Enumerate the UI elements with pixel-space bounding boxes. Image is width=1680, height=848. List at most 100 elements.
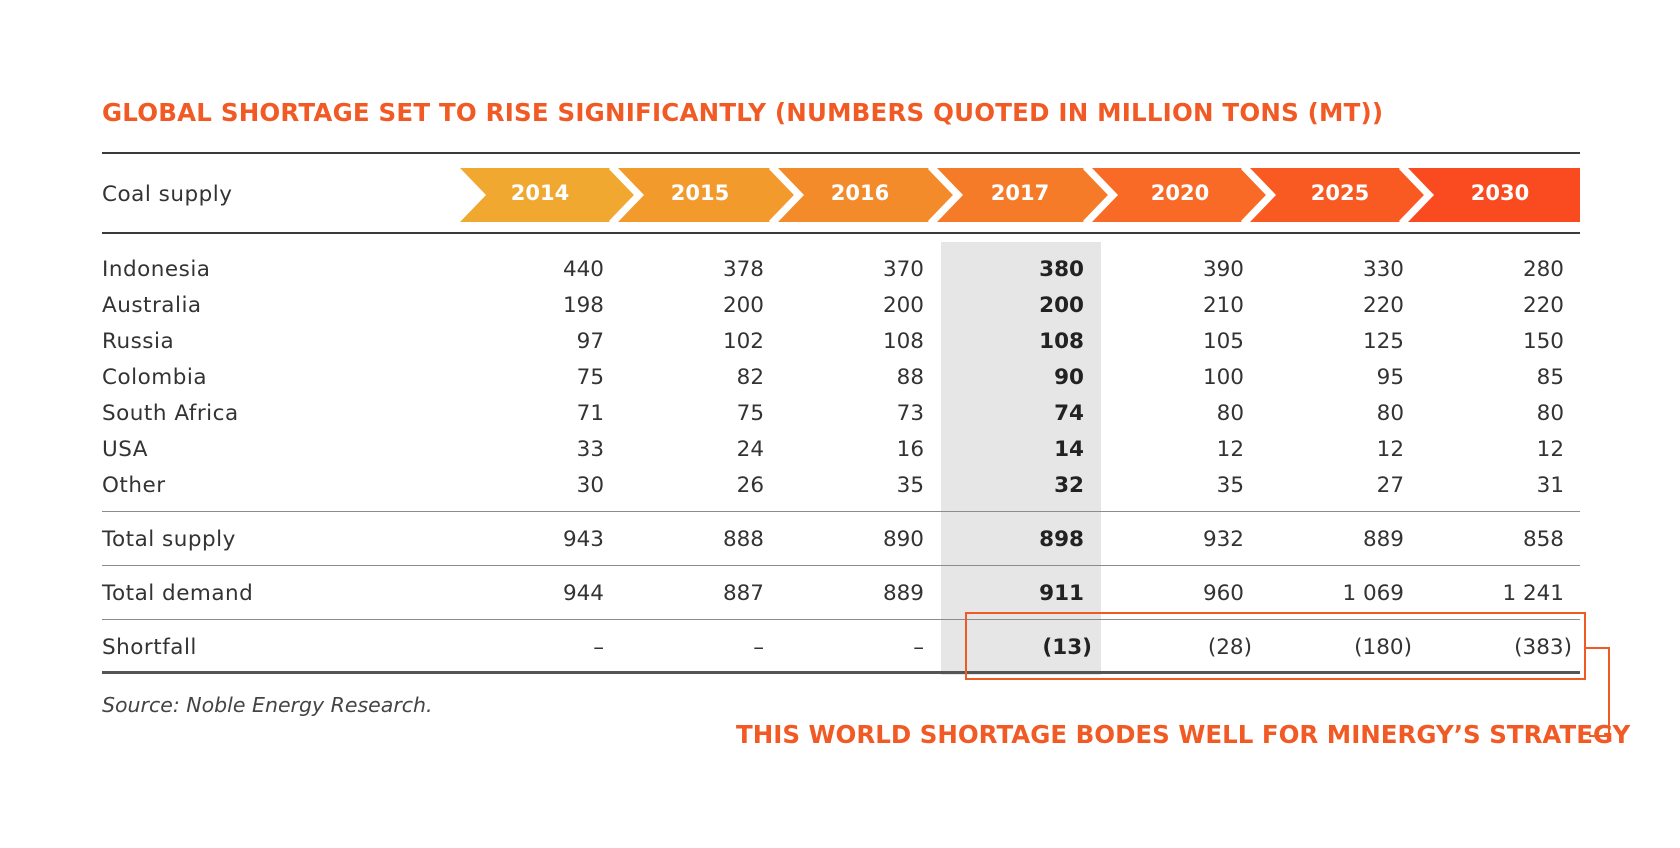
- cell-other-2014: 30: [576, 473, 604, 498]
- callout-connector-vertical: [1608, 647, 1610, 737]
- callout-connector: [1586, 647, 1610, 649]
- cell-russia-2017: 108: [1039, 329, 1084, 354]
- cell-south-africa-2017: 74: [1054, 401, 1084, 426]
- chevron-edge-2020: [1240, 166, 1271, 224]
- cell-colombia-2014: 75: [576, 365, 604, 390]
- chevron-2014: [460, 168, 636, 222]
- row-label-total-demand: Total demand: [102, 581, 254, 606]
- cell-total-supply-2017: 898: [1039, 527, 1084, 552]
- cell-total-demand-2016: 889: [882, 581, 924, 606]
- cell-usa-2030: 12: [1536, 437, 1564, 462]
- cell-total-supply-2016: 890: [882, 527, 924, 552]
- cell-other-2025: 27: [1376, 473, 1404, 498]
- highlight-column-2017: [941, 242, 1101, 675]
- cell-australia-2025: 220: [1362, 293, 1404, 318]
- cell-other-2020: 35: [1216, 473, 1244, 498]
- cell-total-supply-2030: 858: [1522, 527, 1564, 552]
- cell-total-demand-2017: 911: [1039, 581, 1084, 606]
- bottom-rule: [102, 671, 1580, 674]
- cell-south-africa-2020: 80: [1216, 401, 1244, 426]
- year-label-2020: 2020: [1150, 181, 1210, 205]
- row-label-indonesia: Indonesia: [102, 257, 211, 282]
- chevron-edge-2016: [927, 166, 958, 224]
- coal-supply-header: Coal supply: [102, 182, 233, 207]
- cell-australia-2016: 200: [882, 293, 924, 318]
- cell-usa-2014: 33: [576, 437, 604, 462]
- row-label-australia: Australia: [102, 293, 202, 318]
- cell-total-demand-2014: 944: [562, 581, 604, 606]
- cell-total-demand-2015: 887: [722, 581, 764, 606]
- top-rule: [102, 152, 1580, 154]
- year-label-2014: 2014: [510, 181, 570, 205]
- cell-total-demand-2025: 1 069: [1342, 581, 1404, 606]
- cell-other-2015: 26: [736, 473, 764, 498]
- cell-russia-2030: 150: [1522, 329, 1564, 354]
- cell-shortfall-2016: –: [913, 635, 924, 660]
- cell-russia-2014: 97: [576, 329, 604, 354]
- shortfall-rule: [102, 619, 1580, 620]
- source-note: Source: Noble Energy Research.: [102, 693, 433, 717]
- cell-colombia-2015: 82: [736, 365, 764, 390]
- cell-australia-2030: 220: [1522, 293, 1564, 318]
- table-title: GLOBAL SHORTAGE SET TO RISE SIGNIFICANTL…: [102, 98, 1384, 127]
- cell-usa-2017: 14: [1054, 437, 1084, 462]
- year-label-2015: 2015: [670, 181, 730, 205]
- cell-colombia-2030: 85: [1536, 365, 1564, 390]
- year-label-2030: 2030: [1470, 181, 1530, 205]
- cell-shortfall-2020: (28): [1207, 635, 1252, 660]
- row-label-usa: USA: [102, 437, 148, 462]
- row-label-south-africa: South Africa: [102, 401, 239, 426]
- callout-connector-end: [1589, 735, 1610, 737]
- header-rule: [102, 232, 1580, 234]
- cell-total-demand-2020: 960: [1202, 581, 1244, 606]
- cell-total-supply-2014: 943: [562, 527, 604, 552]
- cell-other-2030: 31: [1536, 473, 1564, 498]
- cell-shortfall-2015: –: [753, 635, 764, 660]
- cell-other-2016: 35: [896, 473, 924, 498]
- cell-colombia-2016: 88: [896, 365, 924, 390]
- cell-total-supply-2020: 932: [1202, 527, 1244, 552]
- row-label-total-supply: Total supply: [102, 527, 236, 552]
- shortfall-callout-box: [965, 612, 1586, 680]
- cell-indonesia-2030: 280: [1522, 257, 1564, 282]
- chevron-edge-2025: [1398, 166, 1429, 224]
- cell-colombia-2020: 100: [1202, 365, 1244, 390]
- cell-south-africa-2014: 71: [576, 401, 604, 426]
- cell-russia-2025: 125: [1362, 329, 1404, 354]
- cell-colombia-2017: 90: [1054, 365, 1084, 390]
- cell-south-africa-2030: 80: [1536, 401, 1564, 426]
- cell-indonesia-2025: 330: [1362, 257, 1404, 282]
- year-label-2016: 2016: [830, 181, 890, 205]
- cell-south-africa-2016: 73: [896, 401, 924, 426]
- cell-indonesia-2020: 390: [1202, 257, 1244, 282]
- chevron-2016: [778, 168, 955, 222]
- demand-rule: [102, 565, 1580, 566]
- cell-indonesia-2016: 370: [882, 257, 924, 282]
- chevron-2025: [1250, 168, 1426, 222]
- chevron-edge-2017: [1082, 166, 1113, 224]
- chevron-edge-2014: [608, 166, 639, 224]
- row-label-other: Other: [102, 473, 166, 498]
- cell-usa-2020: 12: [1216, 437, 1244, 462]
- cell-usa-2025: 12: [1376, 437, 1404, 462]
- cell-russia-2016: 108: [882, 329, 924, 354]
- cell-australia-2014: 198: [562, 293, 604, 318]
- cell-total-supply-2025: 889: [1362, 527, 1404, 552]
- cell-total-demand-2030: 1 241: [1502, 581, 1564, 606]
- cell-usa-2016: 16: [896, 437, 924, 462]
- row-label-shortfall: Shortfall: [102, 635, 197, 660]
- cell-russia-2020: 105: [1202, 329, 1244, 354]
- year-label-2025: 2025: [1310, 181, 1370, 205]
- cell-colombia-2025: 95: [1376, 365, 1404, 390]
- cell-indonesia-2014: 440: [562, 257, 604, 282]
- cell-australia-2015: 200: [722, 293, 764, 318]
- cell-australia-2020: 210: [1202, 293, 1244, 318]
- cell-usa-2015: 24: [736, 437, 764, 462]
- cell-shortfall-2030: (383): [1514, 635, 1572, 660]
- row-label-colombia: Colombia: [102, 365, 208, 390]
- cell-australia-2017: 200: [1039, 293, 1084, 318]
- chevron-2030: [1408, 168, 1580, 222]
- cell-shortfall-2017: (13): [1042, 635, 1092, 660]
- cell-indonesia-2017: 380: [1039, 257, 1084, 282]
- chevron-2020: [1092, 168, 1268, 222]
